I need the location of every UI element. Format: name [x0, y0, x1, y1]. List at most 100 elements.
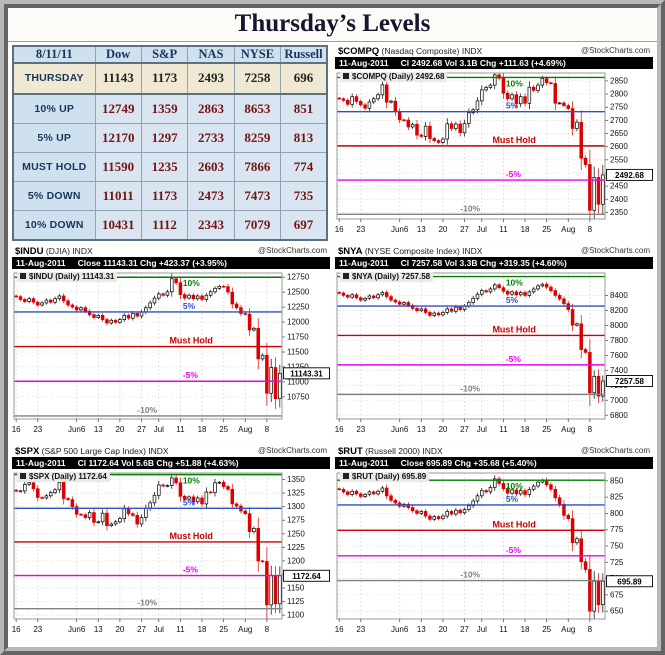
last-price-tag: 695.89 [606, 575, 653, 588]
svg-text:10750: 10750 [287, 392, 310, 401]
row-label-cell: MUST HOLD [12, 151, 96, 182]
chart-plot: 2350240024502500255026002650270027502800… [335, 72, 653, 234]
column-header: NYSE [233, 45, 282, 64]
value-cell: 851 [280, 93, 328, 124]
chart-description: (DJIA) INDX [43, 246, 93, 256]
svg-text:2600: 2600 [610, 142, 628, 151]
svg-text:-5%: -5% [506, 169, 522, 179]
column-header: Russell [280, 45, 328, 64]
svg-text:5%: 5% [506, 101, 519, 111]
svg-text:25: 25 [219, 425, 228, 434]
svg-text:5%: 5% [183, 497, 196, 507]
chart-legend-label: $COMPQ (Daily) 2492.68 [352, 72, 445, 81]
svg-text:12750: 12750 [287, 273, 310, 282]
svg-text:10%: 10% [183, 476, 200, 486]
svg-text:10%: 10% [506, 278, 523, 288]
chart-symbol: $COMPQ [338, 46, 380, 57]
svg-text:825: 825 [610, 493, 624, 502]
svg-text:7257.58: 7257.58 [615, 377, 644, 386]
svg-text:2700: 2700 [610, 116, 628, 125]
svg-text:-10%: -10% [460, 383, 480, 393]
chart-legend-label: $INDU (Daily) 11143.31 [29, 272, 115, 281]
value-cell: 774 [280, 151, 328, 182]
candles [14, 273, 282, 410]
value-cell: 7473 [233, 180, 282, 211]
svg-text:Jul: Jul [477, 425, 487, 434]
page-title: Thursday’s Levels [8, 8, 657, 42]
value-cell: 696 [280, 62, 328, 95]
grid [337, 473, 605, 619]
column-header: S&P [140, 45, 189, 64]
value-cell: 2343 [187, 209, 235, 241]
chart-legend-label: $NYA (Daily) 7257.58 [352, 272, 431, 281]
chart-legend: $INDU (Daily) 11143.31 [17, 272, 118, 282]
candlestick-icon [343, 273, 349, 279]
svg-text:16: 16 [335, 425, 344, 434]
x-axis-labels: 16 23 Jun6 13 20 27 Jul 11 18 25 Aug 8 [335, 619, 593, 634]
value-cell: 12749 [94, 93, 142, 124]
svg-text:1125: 1125 [287, 597, 305, 606]
svg-text:7600: 7600 [610, 351, 628, 360]
svg-text:10%: 10% [506, 78, 523, 88]
svg-text:Must Hold: Must Hold [492, 135, 536, 145]
svg-text:13: 13 [94, 425, 103, 434]
chart-symbol: $NYA [338, 246, 363, 257]
svg-text:8: 8 [588, 425, 593, 434]
svg-text:18: 18 [521, 225, 530, 234]
content-area: 8/11/11 Dow S&P NAS NYSE Russell THURSDAY 1114… [8, 42, 657, 647]
candles [14, 474, 282, 619]
stockcharts-credit: @StockCharts.com [257, 246, 327, 255]
svg-text:25: 25 [542, 225, 551, 234]
level-lines: 10% 5% Must Hold -5% -10% [337, 479, 605, 582]
x-axis-labels: 16 23 Jun6 13 20 27 Jul 11 18 25 Aug 8 [335, 419, 593, 434]
chart-symbol: $RUT [338, 446, 363, 457]
svg-text:11750: 11750 [287, 333, 309, 342]
chart-symbol: $INDU [15, 246, 44, 257]
svg-text:20: 20 [438, 625, 447, 634]
svg-text:16: 16 [335, 225, 344, 234]
stockcharts-credit: @StockCharts.com [580, 46, 650, 55]
svg-text:16: 16 [12, 425, 21, 434]
stockcharts-credit: @StockCharts.com [580, 446, 650, 455]
svg-text:25: 25 [542, 425, 551, 434]
svg-text:-10%: -10% [137, 598, 157, 608]
svg-text:Aug: Aug [561, 225, 575, 234]
candlestick-icon [20, 473, 26, 479]
svg-text:Must Hold: Must Hold [492, 324, 536, 334]
table-row: 10% DOWN 10431 1112 2343 7079 697 [12, 209, 328, 241]
chart-plot: 68007000720074007600780080008200840010%5… [335, 272, 653, 434]
svg-text:20: 20 [115, 425, 124, 434]
chart-title-row: $SPX (S&P 500 Large Cap Index) INDX @Stoc… [12, 445, 330, 457]
nya-chart-panel: $NYA (NYSE Composite Index) INDX @StockCh… [335, 245, 653, 443]
svg-text:Jul: Jul [154, 425, 164, 434]
value-cell: 735 [280, 180, 328, 211]
svg-text:11500: 11500 [287, 347, 309, 356]
svg-text:1225: 1225 [287, 543, 305, 552]
svg-text:1325: 1325 [287, 489, 305, 498]
chart-plot: 65067570072575077580082585010%5%Must Hol… [335, 472, 653, 634]
svg-text:11000: 11000 [287, 377, 309, 386]
svg-text:Jun6: Jun6 [391, 425, 409, 434]
svg-text:6800: 6800 [610, 411, 628, 420]
y-axis-labels: 1100112511501175120012251250127513001325… [282, 475, 305, 620]
stockcharts-credit: @StockCharts.com [257, 446, 327, 455]
row-label-cell: 10% DOWN [12, 209, 96, 241]
row-label-cell: THURSDAY [12, 62, 96, 95]
svg-text:23: 23 [33, 625, 42, 634]
value-cell: 813 [280, 122, 328, 153]
candlestick-icon [343, 473, 349, 479]
svg-text:Jul: Jul [154, 625, 164, 634]
chart-date: 11-Aug-2011 [339, 458, 389, 468]
svg-text:750: 750 [610, 542, 624, 551]
value-cell: 1235 [140, 151, 189, 182]
chart-stats-row: 11-Aug-2011 Cl 1172.64 Vol 5.6B Chg +51.8… [12, 457, 330, 469]
row-label-cell: 5% DOWN [12, 180, 96, 211]
svg-text:1172.64: 1172.64 [292, 572, 321, 581]
svg-text:12250: 12250 [287, 303, 310, 312]
svg-text:11: 11 [499, 625, 508, 634]
svg-text:675: 675 [610, 590, 624, 599]
chart-legend-label: $RUT (Daily) 695.89 [352, 472, 427, 481]
chart-title-row: $INDU (DJIA) INDX @StockCharts.com [12, 245, 330, 257]
chart-date: 11-Aug-2011 [16, 458, 66, 468]
svg-text:5%: 5% [183, 301, 196, 311]
